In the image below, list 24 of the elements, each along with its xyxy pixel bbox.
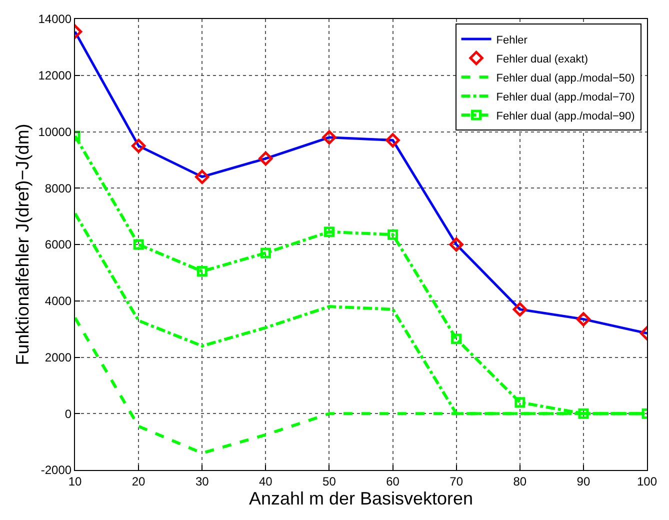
x-tick-label: 60 [386,474,400,488]
x-tick-label: 80 [513,474,527,488]
legend-label: Fehler [496,34,528,46]
legend-label: Fehler dual (app./modal−70) [496,91,635,104]
y-axis-title: Funktionalfehler J(dref)−J(dm) [12,124,32,366]
y-tick-label: 10000 [38,124,72,139]
x-tick-label: 90 [576,474,590,488]
y-tick-label: 0 [64,406,72,421]
x-tick-label: 30 [195,474,210,488]
legend-label: Fehler dual (exakt) [496,53,588,66]
y-tick-label: 4000 [44,294,72,308]
y-tick-label: 12000 [38,68,72,83]
legend-label: Fehler dual (app./modal−50) [496,72,635,84]
legend-label: Fehler dual (app./modal−90) [496,110,635,122]
y-tick-label: 8000 [44,181,72,196]
y-tick-label: 6000 [44,238,72,252]
y-tick-label: 14000 [38,12,72,26]
x-tick-label: 40 [258,474,273,488]
x-tick-label: 100 [636,474,658,488]
x-axis-title: Anzahl m der Basisvektoren [248,488,474,508]
y-tick-label: 2000 [44,350,72,364]
x-tick-label: 50 [322,474,336,488]
x-tick-label: 70 [450,474,464,488]
x-tick-label: 20 [132,474,146,488]
